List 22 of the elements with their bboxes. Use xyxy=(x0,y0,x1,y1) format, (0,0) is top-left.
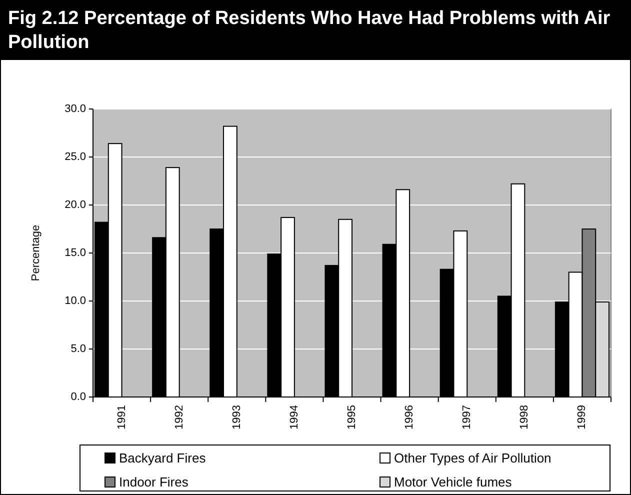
x-tick-label: 1996 xyxy=(404,405,416,430)
y-tick-label: 20.0 xyxy=(64,199,86,211)
x-tick-label: 1999 xyxy=(576,405,588,430)
y-tick-label: 25.0 xyxy=(64,151,86,163)
y-tick-label: 0.0 xyxy=(70,391,86,403)
x-tick-label: 1995 xyxy=(346,405,358,430)
y-tick-label: 15.0 xyxy=(64,247,86,259)
x-tick-label: 1997 xyxy=(461,405,474,430)
y-tick-label: 10.0 xyxy=(64,295,86,307)
legend-label: Indoor Fires xyxy=(119,474,189,490)
y-tick-label: 30.0 xyxy=(64,103,86,115)
y-tick-label: 5.0 xyxy=(70,343,86,355)
x-tick-label: 1998 xyxy=(518,405,531,430)
y-axis-title: Percentage xyxy=(30,224,42,282)
chart-title: Fig 2.12 Percentage of Residents Who Have Had Problems with Air Pollution xyxy=(8,8,611,53)
legend-label: Other Types of Air Pollution xyxy=(394,450,552,466)
x-tick-label: 1991 xyxy=(116,405,128,430)
legend-label: Motor Vehicle fumes xyxy=(394,474,512,490)
x-tick-label: 1992 xyxy=(173,405,186,430)
legend-label: Backyard Fires xyxy=(119,450,206,466)
x-tick-label: 1993 xyxy=(230,405,243,430)
x-tick-label: 1994 xyxy=(288,405,300,430)
